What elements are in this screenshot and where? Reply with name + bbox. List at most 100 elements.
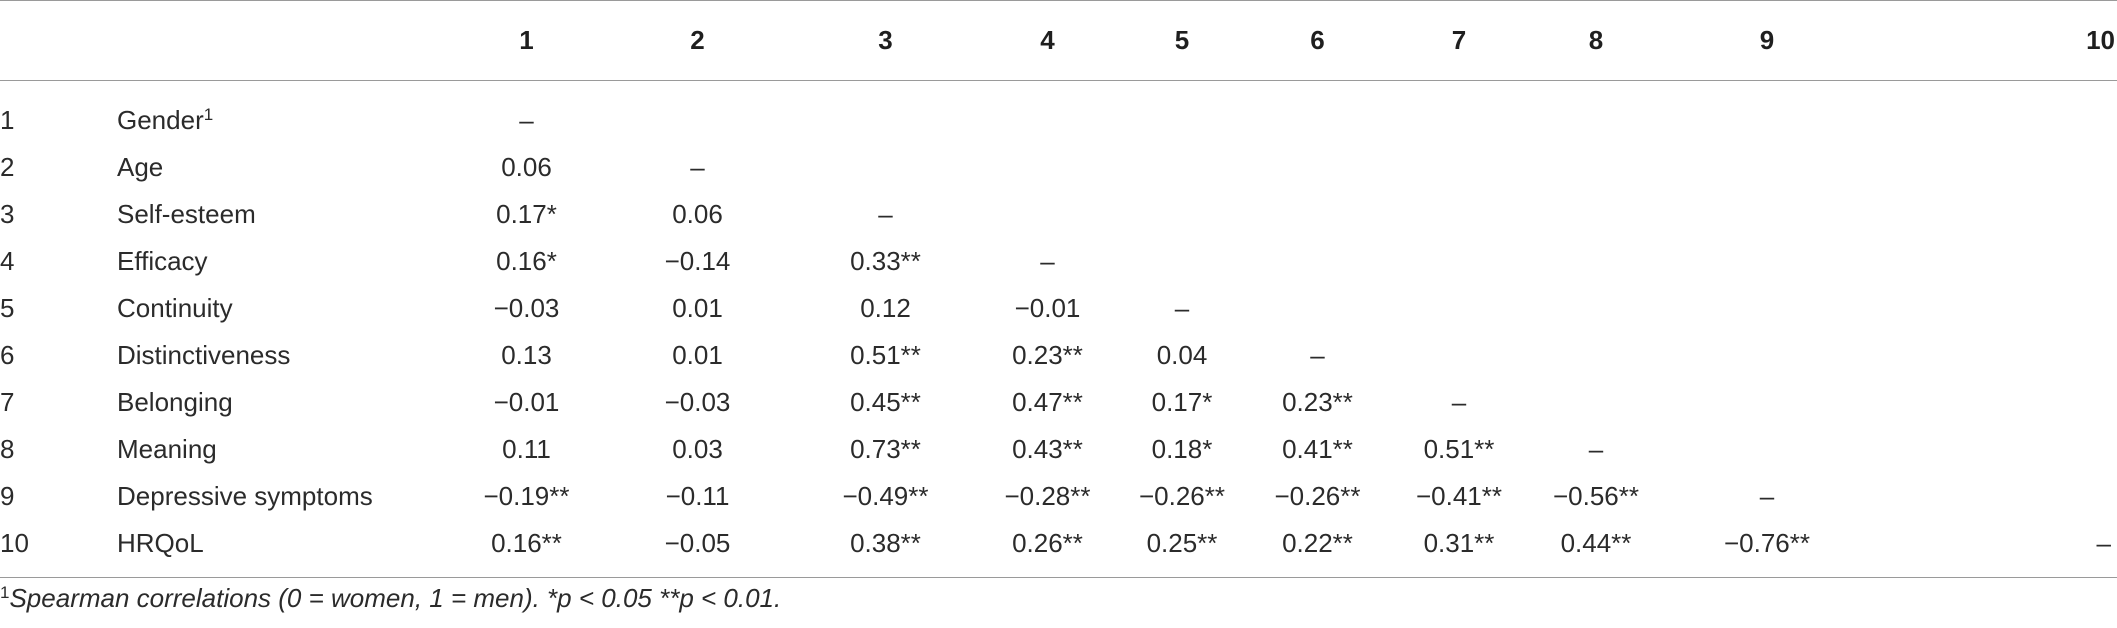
footnote-mark: 1 — [0, 583, 10, 602]
table-row: 9 Depressive symptoms −0.19** −0.11 −0.49** −… — [0, 473, 2117, 520]
label-footnote-mark: 1 — [203, 105, 214, 124]
table-cell: −0.03 — [664, 387, 731, 417]
table-cell — [969, 191, 1126, 238]
table-cell: 0.17* — [496, 199, 557, 229]
row-label: Age — [117, 152, 164, 182]
table-cell — [1863, 426, 2117, 473]
table-row: 3 Self-esteem 0.17* 0.06 – — [0, 191, 2117, 238]
table-cell — [1126, 144, 1238, 191]
table-cell: −0.26** — [1274, 481, 1361, 511]
table-cell: −0.19** — [483, 481, 570, 511]
table-cell: −0.56** — [1552, 481, 1640, 511]
table-cell: 0.25** — [1126, 520, 1238, 578]
table-cell: −0.26** — [1138, 481, 1226, 511]
table-cell: 0.38** — [802, 520, 969, 578]
row-label: Continuity — [117, 293, 233, 323]
table-cell — [1238, 144, 1397, 191]
row-index: 3 — [0, 199, 15, 229]
table-cell — [1521, 238, 1671, 285]
table-cell — [1671, 238, 1863, 285]
table-cell — [1521, 332, 1671, 379]
table-cell: 0.41** — [1282, 434, 1353, 464]
table-cell — [1521, 81, 1671, 145]
row-label-cell: Self-esteem — [117, 191, 460, 238]
table-cell — [1863, 379, 2117, 426]
table-row: 6 Distinctiveness 0.13 0.01 0.51** 0.23** 0.04… — [0, 332, 2117, 379]
table-cell — [1397, 144, 1521, 191]
table-cell: 0.04 — [1156, 340, 1208, 370]
table-cell: 0.03 — [672, 434, 723, 464]
table-cell — [1397, 81, 1521, 145]
row-label: Belonging — [117, 387, 233, 417]
table-cell: 0.73** — [850, 434, 921, 464]
header-cell: 8 — [1521, 0, 1671, 81]
header-cell: 4 — [969, 0, 1126, 81]
header-cell: 6 — [1238, 0, 1397, 81]
table-cell — [1671, 144, 1863, 191]
row-label-cell: Distinctiveness — [117, 332, 460, 379]
table-cell — [1671, 285, 1863, 332]
table-cell — [1126, 238, 1238, 285]
table-cell: 0.18* — [1151, 434, 1213, 464]
table-cell: −0.03 — [493, 293, 560, 323]
table-cell: – — [1451, 387, 1467, 417]
table-cell: 0.33** — [850, 246, 921, 276]
table-cell: 0.01 — [672, 293, 723, 323]
table-cell — [1521, 191, 1671, 238]
table-row: 4 Efficacy 0.16* −0.14 0.33** – — [0, 238, 2117, 285]
table-cell — [1863, 332, 2117, 379]
table-body: 1 Gender1–2 Age 0.06–3 Self-esteem 0.17* 0.06–… — [0, 81, 2117, 578]
table-row: 10 HRQoL 0.16** −0.05 0.38** 0.26** 0.25** 0.22… — [0, 520, 2117, 578]
row-label-cell: Depressive symptoms — [117, 473, 460, 520]
table-cell: 0.51** — [850, 340, 921, 370]
table-cell — [1238, 238, 1397, 285]
header-cell: 7 — [1397, 0, 1521, 81]
row-label: Distinctiveness — [117, 340, 291, 370]
table-cell: −0.41** — [1415, 481, 1503, 511]
table-cell: 0.31** — [1397, 520, 1521, 578]
header-cell — [117, 0, 460, 81]
header-cell: 3 — [802, 0, 969, 81]
row-label: HRQoL — [117, 528, 204, 558]
row-label: Meaning — [117, 434, 217, 464]
table-footnote: 1Spearman correlations (0 = women, 1 = m… — [0, 583, 781, 614]
table-cell: −0.28** — [1004, 481, 1091, 511]
row-label-cell: Continuity — [117, 285, 460, 332]
table-cell — [1126, 81, 1238, 145]
table-cell — [1671, 426, 1863, 473]
table-cell — [1397, 191, 1521, 238]
table-cell — [1521, 379, 1671, 426]
table-cell: – — [878, 199, 893, 229]
row-index: 6 — [0, 340, 15, 370]
table-cell — [1671, 332, 1863, 379]
header-cell: 9 — [1671, 0, 1863, 81]
table-cell: 0.51** — [1423, 434, 1495, 464]
row-label-cell: Belonging — [117, 379, 460, 426]
table-cell — [1521, 144, 1671, 191]
table-cell: 0.43** — [1012, 434, 1083, 464]
row-label-cell: Efficacy — [117, 238, 460, 285]
table-cell: 0.12 — [860, 293, 911, 323]
table-cell: 0.06 — [672, 199, 723, 229]
row-label: Efficacy — [117, 246, 208, 276]
table-cell: 0.26** — [969, 520, 1126, 578]
row-label-cell: Gender1 — [117, 81, 460, 145]
row-label-cell: Meaning — [117, 426, 460, 473]
table-row: 1 Gender1– — [0, 81, 2117, 145]
table-cell — [1397, 285, 1521, 332]
row-index: 7 — [0, 387, 15, 417]
table-cell — [1238, 191, 1397, 238]
table-cell: 0.23** — [1282, 387, 1353, 417]
table-cell: – — [1863, 520, 2117, 578]
table-cell — [1863, 144, 2117, 191]
table-cell — [1671, 379, 1863, 426]
table-cell: 0.11 — [502, 434, 551, 464]
header-cell: 10 — [1863, 0, 2117, 81]
table-cell — [1863, 285, 2117, 332]
table-cell — [593, 81, 802, 145]
header-row: 1 2 3 4 5 6 7 8 9 10 — [0, 0, 2117, 81]
table-cell: – — [1040, 246, 1055, 276]
row-label-cell: HRQoL — [117, 520, 460, 578]
table-cell — [1238, 81, 1397, 145]
